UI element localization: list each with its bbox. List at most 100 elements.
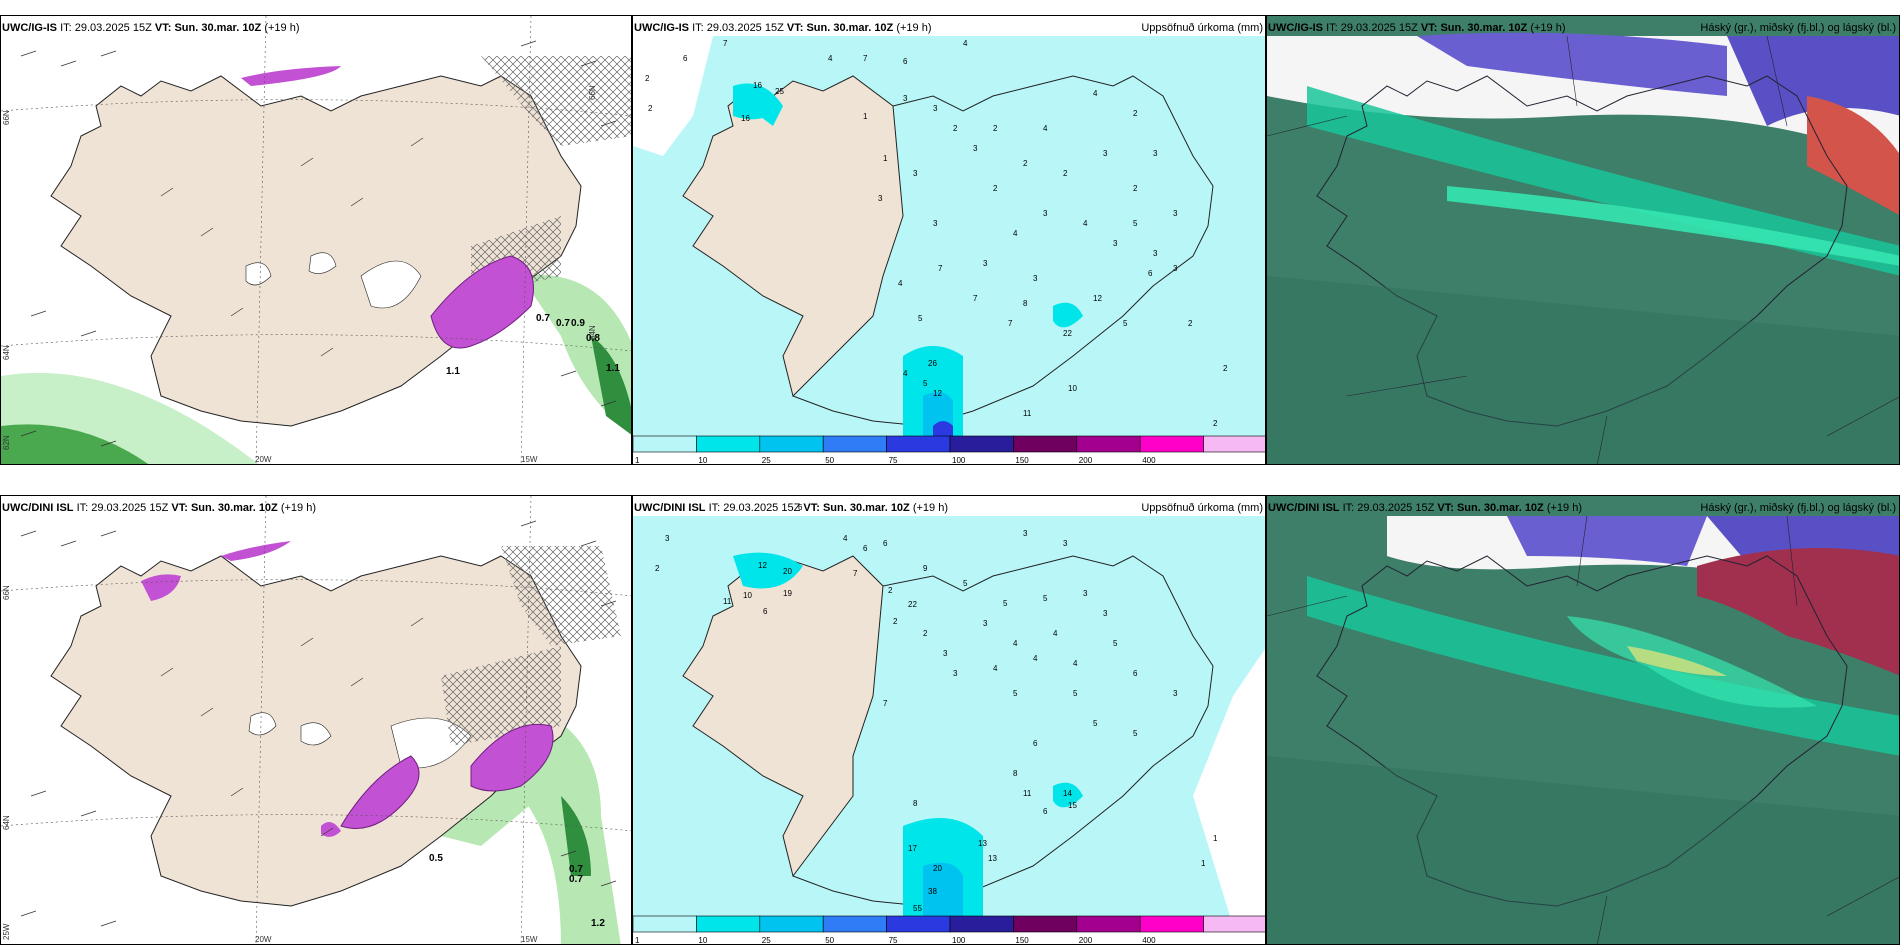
legend-swatch bbox=[633, 915, 697, 933]
precip-value: 3 bbox=[933, 219, 938, 228]
wind-map-bottom: 0.7 0.7 1.2 0.5 20W 15W 66N 64N 25W bbox=[1, 496, 631, 944]
precip-value: 4 bbox=[1053, 629, 1058, 638]
precip-value: 4 bbox=[963, 39, 968, 48]
precip-map-bottom: 6 3 4 6 6 3 3 2 12 20 6 10 11 19 7 9 2 2… bbox=[633, 496, 1265, 945]
it-value: 29.03.2025 15Z bbox=[1340, 22, 1418, 34]
vt-value: Sun. 30.mar. 10Z bbox=[174, 22, 262, 34]
precip-value: 2 bbox=[1063, 169, 1068, 178]
legend-swatch bbox=[696, 915, 761, 933]
legend-tick-label: 75 bbox=[889, 456, 898, 465]
precip-value: 3 bbox=[1023, 529, 1028, 538]
lead-time: (+19 h) bbox=[896, 22, 932, 34]
wind-value-label: 0.7 bbox=[536, 313, 550, 324]
precip-value: 3 bbox=[903, 94, 908, 103]
precip-value: 3 bbox=[1033, 274, 1038, 283]
legend-tick-label: 1 bbox=[635, 456, 640, 465]
precip-value: 3 bbox=[953, 669, 958, 678]
legend-swatch bbox=[759, 915, 824, 933]
legend-swatch bbox=[633, 435, 697, 453]
precip-value: 6 bbox=[683, 54, 688, 63]
it-value: 29.03.2025 15Z bbox=[91, 502, 169, 514]
vt-label: VT: bbox=[1437, 502, 1454, 514]
precip-value: 2 bbox=[1133, 109, 1138, 118]
model-name: UWC/IG-IS bbox=[2, 22, 57, 34]
precip-value: 3 bbox=[1113, 239, 1118, 248]
precip-value: 6 bbox=[903, 57, 908, 66]
precip-value: 3 bbox=[1103, 609, 1108, 618]
vt-value: Sun. 30.mar. 10Z bbox=[1456, 502, 1544, 514]
model-name: UWC/DINI ISL bbox=[1268, 502, 1340, 514]
legend-tick-label: 100 bbox=[952, 456, 966, 465]
legend-tick-label: 10 bbox=[698, 936, 707, 945]
precip-value: 26 bbox=[928, 359, 937, 368]
precip-value: 2 bbox=[1023, 159, 1028, 168]
legend-swatch bbox=[1139, 435, 1204, 453]
wind-value-label: 0.5 bbox=[429, 853, 443, 864]
wind-value-label: 1.2 bbox=[591, 918, 605, 929]
precip-value: 7 bbox=[853, 569, 858, 578]
vt-value: Sun. 30.mar. 10Z bbox=[190, 502, 278, 514]
precip-value: 5 bbox=[1003, 599, 1008, 608]
cloud-panel-title: Háský (gr.), miðský (fj.bl.) og lágský (… bbox=[1700, 22, 1896, 34]
lat-label: 66N bbox=[2, 110, 11, 125]
precip-value: 10 bbox=[743, 591, 752, 600]
wind-map-panel-top: 0.7 0.7 0.9 0.8 1.1 1.1 20W 15W 66N 64N … bbox=[0, 15, 632, 465]
precip-value: 2 bbox=[1188, 319, 1193, 328]
precip-value: 3 bbox=[983, 259, 988, 268]
precip-value: 4 bbox=[1033, 654, 1038, 663]
precip-value: 3 bbox=[1173, 689, 1178, 698]
lat-label: 62N bbox=[2, 435, 11, 450]
precip-value: 11 bbox=[1023, 409, 1032, 418]
precip-value: 5 bbox=[1073, 689, 1078, 698]
precip-value: 15 bbox=[1068, 801, 1077, 810]
lon-label: 20W bbox=[255, 455, 272, 464]
precip-legend: 1 10 25 50 75 100 150 200 400 bbox=[633, 915, 1265, 945]
precip-value: 4 bbox=[1013, 639, 1018, 648]
panel-header: UWC/IG-IS IT: 29.03.2025 15Z VT: Sun. 30… bbox=[2, 22, 300, 34]
it-label: IT: bbox=[1342, 502, 1355, 514]
precip-value: 5 bbox=[918, 314, 923, 323]
precip-value: 8 bbox=[1023, 299, 1028, 308]
precip-value: 25 bbox=[775, 87, 784, 96]
wind-map-panel-bottom: 0.7 0.7 1.2 0.5 20W 15W 66N 64N 25W bbox=[0, 495, 632, 945]
precip-value: 3 bbox=[1063, 539, 1068, 548]
precip-legend: 1 10 25 50 75 100 150 200 400 bbox=[633, 435, 1265, 465]
lat-label: 66N bbox=[588, 85, 597, 100]
precip-value: 7 bbox=[863, 54, 868, 63]
precip-value: 20 bbox=[933, 864, 942, 873]
precip-value: 3 bbox=[983, 619, 988, 628]
precip-value: 3 bbox=[1083, 589, 1088, 598]
precip-value: 6 bbox=[883, 539, 888, 548]
legend-swatch bbox=[1139, 915, 1204, 933]
legend-tick-label: 150 bbox=[1015, 456, 1029, 465]
precip-value: 8 bbox=[1013, 769, 1018, 778]
legend-swatch bbox=[1076, 435, 1141, 453]
precip-value: 4 bbox=[903, 369, 908, 378]
wind-value-label: 0.7 bbox=[556, 318, 570, 329]
precip-value: 9 bbox=[923, 564, 928, 573]
it-label: IT: bbox=[692, 22, 704, 34]
lon-label: 20W bbox=[255, 935, 272, 944]
it-label: IT: bbox=[76, 502, 89, 514]
legend-tick-label: 150 bbox=[1015, 936, 1029, 945]
it-value: 29.03.2025 15Z bbox=[1357, 502, 1435, 514]
precip-value: 12 bbox=[758, 561, 767, 570]
cloud-map-panel-top bbox=[1266, 15, 1900, 465]
precip-value: 5 bbox=[963, 579, 968, 588]
legend-tick-label: 25 bbox=[762, 456, 771, 465]
precip-value: 3 bbox=[1153, 249, 1158, 258]
precip-value: 6 bbox=[1033, 739, 1038, 748]
legend-tick-label: 50 bbox=[825, 456, 834, 465]
legend-swatch bbox=[759, 435, 824, 453]
it-label: IT: bbox=[708, 502, 721, 514]
legend-swatch bbox=[949, 915, 1014, 933]
panel-header: UWC/DINI ISL IT: 29.03.2025 15Z VT: Sun.… bbox=[1268, 502, 1582, 514]
precip-value: 2 bbox=[953, 124, 958, 133]
iceland-outline bbox=[1316, 75, 1848, 427]
precip-value: 4 bbox=[828, 54, 833, 63]
cloud-panel-title: Háský (gr.), miðský (fj.bl.) og lágský (… bbox=[1700, 502, 1896, 514]
precip-value: 11 bbox=[1023, 789, 1032, 798]
precip-value: 16 bbox=[753, 81, 762, 90]
precip-value: 3 bbox=[973, 144, 978, 153]
precip-value: 10 bbox=[1068, 384, 1077, 393]
